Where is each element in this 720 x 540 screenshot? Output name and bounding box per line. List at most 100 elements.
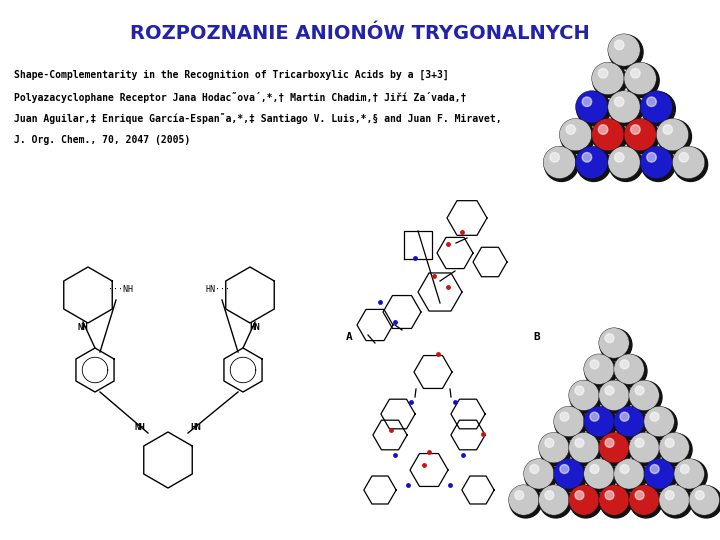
Circle shape [550,152,559,162]
Circle shape [624,62,657,94]
Text: HN···: HN··· [205,286,230,294]
Circle shape [600,381,632,413]
Circle shape [630,486,662,518]
Circle shape [585,407,617,440]
Circle shape [614,40,624,50]
Text: B: B [533,333,540,342]
Circle shape [577,92,611,126]
Circle shape [530,464,539,474]
Circle shape [608,91,640,123]
Circle shape [600,486,632,518]
Circle shape [657,118,688,151]
Circle shape [614,458,644,489]
Circle shape [635,438,644,447]
Circle shape [561,120,595,154]
Text: A: A [346,333,353,342]
Circle shape [642,92,675,126]
Circle shape [680,464,689,474]
Text: NH: NH [78,322,89,332]
Circle shape [615,460,647,492]
Circle shape [647,97,657,106]
Circle shape [554,406,584,437]
Circle shape [570,434,602,465]
Circle shape [674,147,708,181]
Circle shape [608,146,640,179]
Circle shape [665,438,674,447]
Circle shape [560,412,569,421]
Circle shape [614,406,644,437]
Circle shape [569,485,599,515]
Circle shape [609,35,643,69]
Circle shape [675,460,707,492]
Circle shape [508,485,539,515]
Circle shape [593,64,627,97]
Circle shape [555,460,587,492]
Text: HN: HN [191,423,202,433]
Circle shape [584,354,614,384]
Text: Polyazacyclophane Receptor Jana Hodac˜ova´,*,† Martin Chadim,† Jiří Za´vada,†: Polyazacyclophane Receptor Jana Hodac˜ov… [14,92,467,103]
Circle shape [650,464,659,474]
Circle shape [614,354,644,384]
Text: NH: NH [135,423,145,433]
Circle shape [645,407,677,440]
Circle shape [545,491,554,500]
Circle shape [635,491,644,500]
Circle shape [660,434,692,465]
Circle shape [615,407,647,440]
Circle shape [605,491,614,500]
Circle shape [575,491,584,500]
Circle shape [599,485,629,515]
Circle shape [585,355,617,387]
Circle shape [600,329,632,361]
Circle shape [665,491,674,500]
Circle shape [620,464,629,474]
Circle shape [544,146,575,179]
Circle shape [605,386,614,395]
Circle shape [672,146,705,179]
Circle shape [559,118,592,151]
Circle shape [659,433,689,463]
Circle shape [598,125,608,134]
Circle shape [599,433,629,463]
Circle shape [544,147,578,181]
Circle shape [570,486,602,518]
Circle shape [577,147,611,181]
Circle shape [644,406,675,437]
Circle shape [592,118,624,151]
Circle shape [620,360,629,369]
Circle shape [663,125,672,134]
Circle shape [679,152,688,162]
Circle shape [575,438,584,447]
Circle shape [599,380,629,410]
Circle shape [640,146,672,179]
Circle shape [629,485,660,515]
Text: J. Org. Chem., 70, 2047 (2005): J. Org. Chem., 70, 2047 (2005) [14,135,191,145]
Circle shape [545,438,554,447]
Circle shape [629,433,660,463]
Text: Juan Aguilar,‡ Enrique García-Espan˜a,*,‡ Santiago V. Luis,*,§ and Juan F. Mirav: Juan Aguilar,‡ Enrique García-Espan˜a,*,… [14,113,502,124]
Circle shape [605,334,614,343]
Circle shape [510,486,541,518]
Circle shape [630,381,662,413]
Circle shape [647,152,657,162]
Circle shape [690,486,720,518]
Circle shape [605,438,614,447]
Circle shape [631,125,640,134]
Circle shape [566,125,575,134]
Circle shape [615,355,647,387]
Circle shape [642,147,675,181]
Circle shape [640,91,672,123]
Circle shape [584,458,614,489]
Circle shape [584,406,614,437]
Circle shape [592,62,624,94]
Circle shape [582,152,592,162]
Circle shape [644,458,675,489]
Circle shape [585,460,617,492]
Circle shape [624,118,657,151]
Circle shape [609,92,643,126]
Circle shape [629,380,660,410]
Circle shape [590,464,599,474]
Circle shape [555,407,587,440]
Circle shape [650,412,659,421]
Circle shape [575,146,608,179]
